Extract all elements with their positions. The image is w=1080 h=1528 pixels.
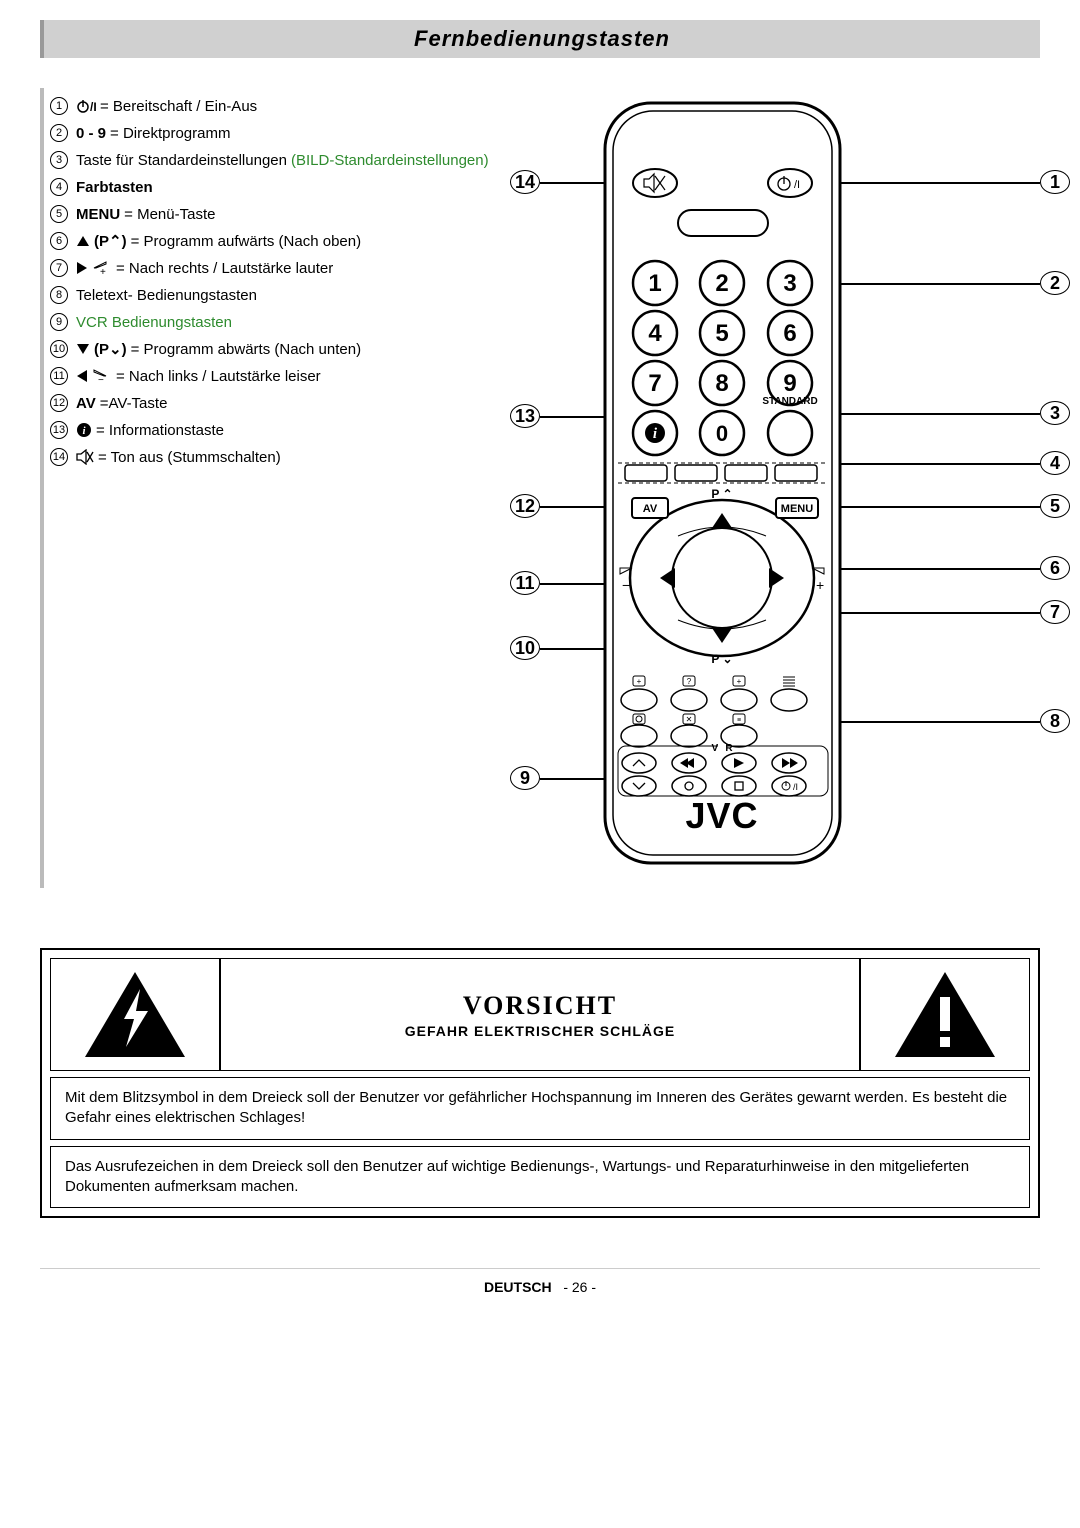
legend-item: 11 − = Nach links / Lautstärke leiser [50, 367, 510, 385]
vol-minus-icon: − [92, 368, 112, 384]
svg-text:MENU: MENU [781, 503, 813, 515]
caution-subtitle: GEFAHR ELEKTRISCHER SCHLÄGE [405, 1023, 675, 1039]
svg-text:2: 2 [715, 270, 728, 297]
legend-text: = Bereitschaft / Ein-Aus [100, 98, 257, 115]
right-triangle-icon [76, 261, 88, 275]
svg-text:/I: /I [794, 179, 800, 191]
legend-text: = Ton aus (Stummschalten) [98, 449, 281, 466]
svg-text:7: 7 [648, 370, 661, 397]
legend-item: 12 AV =AV-Taste [50, 394, 510, 412]
down-triangle-icon [76, 343, 90, 355]
legend-item: 2 0 - 9 = Direktprogramm [50, 124, 510, 142]
svg-text:5: 5 [715, 320, 728, 347]
legend-paren: (P⌃) [94, 232, 127, 250]
legend-prefix: MENU [76, 206, 120, 223]
legend-prefix: AV [76, 395, 96, 412]
legend-item: 3 Taste für Standardeinstellungen (BILD-… [50, 151, 510, 169]
legend-item: 10 (P⌄) = Programm abwärts (Nach unten) [50, 340, 510, 358]
caution-box: VORSICHT GEFAHR ELEKTRISCHER SCHLÄGE Mit… [40, 948, 1040, 1218]
legend-item: 8 Teletext- Bedienungstasten [50, 286, 510, 304]
svg-text:−: − [622, 577, 630, 593]
svg-text:/I: /I [90, 100, 96, 114]
legend-green: (BILD-Standardeinstellungen) [291, 152, 489, 169]
legend-text: = Informationstaste [96, 422, 224, 439]
caution-title: VORSICHT [463, 991, 617, 1021]
page-title: Fernbedienungstasten [44, 26, 1040, 52]
header-band: Fernbedienungstasten [40, 20, 1040, 58]
caution-para-2: Das Ausrufezeichen in dem Dreieck soll d… [50, 1146, 1030, 1209]
legend-text: =AV-Taste [100, 395, 168, 412]
svg-text:0: 0 [716, 421, 728, 446]
mute-icon [76, 449, 94, 465]
svg-text:6: 6 [783, 320, 796, 347]
left-triangle-icon [76, 369, 88, 383]
legend-text: = Nach links / Lautstärke leiser [116, 368, 321, 385]
brand-label: JVC [685, 795, 758, 836]
legend-item: 13 i = Informationstaste [50, 421, 510, 439]
svg-text:STANDARD: STANDARD [762, 396, 817, 407]
footer-page: - 26 - [563, 1279, 596, 1295]
info-icon: i [76, 422, 92, 438]
legend-text: = Nach rechts / Lautstärke lauter [116, 260, 333, 277]
svg-text:P ⌄: P ⌄ [711, 652, 732, 666]
footer-lang: DEUTSCH [484, 1279, 552, 1295]
legend-paren: (P⌄) [94, 340, 127, 358]
svg-text:−: − [98, 375, 104, 384]
up-triangle-icon [76, 235, 90, 247]
legend-list: 1 /I = Bereitschaft / Ein-Aus 2 0 - 9 = … [40, 88, 510, 888]
svg-text:AV: AV [643, 503, 658, 515]
legend-item: 6 (P⌃) = Programm aufwärts (Nach oben) [50, 232, 510, 250]
svg-text:/I: /I [793, 782, 798, 792]
svg-text:9: 9 [783, 370, 796, 397]
legend-item: 4 Farbtasten [50, 178, 510, 196]
vol-plus-icon: + [92, 260, 112, 276]
svg-text:1: 1 [648, 270, 661, 297]
number-pad: 1 2 3 4 5 6 7 8 9 [633, 261, 812, 405]
legend-item: 14 = Ton aus (Stummschalten) [50, 448, 510, 466]
exclamation-triangle-icon [860, 958, 1030, 1071]
svg-text:≡: ≡ [737, 717, 741, 724]
legend-item: 7 + = Nach rechts / Lautstärke lauter [50, 259, 510, 277]
legend-item: 1 /I = Bereitschaft / Ein-Aus [50, 97, 510, 115]
caution-para-1: Mit dem Blitzsymbol in dem Dreieck soll … [50, 1077, 1030, 1140]
svg-text:+: + [637, 677, 642, 686]
power-button: /I [768, 169, 812, 197]
svg-text:+: + [737, 677, 742, 686]
remote-diagram: 14 13 12 11 10 9 1 2 3 4 5 6 7 8 [510, 88, 1070, 888]
page-footer: DEUTSCH - 26 - [40, 1268, 1040, 1295]
power-icon: /I [76, 98, 96, 114]
svg-text:3: 3 [783, 270, 796, 297]
legend-item: 5 MENU = Menü-Taste [50, 205, 510, 223]
legend-text: = Programm abwärts (Nach unten) [131, 341, 362, 358]
svg-text:4: 4 [648, 320, 662, 347]
legend-text: = Menü-Taste [124, 206, 215, 223]
legend-text: Taste für Standardeinstellungen [76, 152, 287, 169]
svg-text:?: ? [687, 677, 692, 686]
legend-prefix: Farbtasten [76, 179, 153, 196]
legend-text: = Programm aufwärts (Nach oben) [131, 233, 362, 250]
legend-prefix: 0 - 9 [76, 125, 106, 142]
mute-button [633, 169, 677, 197]
svg-text:✕: ✕ [686, 715, 693, 724]
legend-item: 9 VCR Bedienungstasten [50, 313, 510, 331]
legend-text: Teletext- Bedienungstasten [76, 287, 257, 304]
legend-green: VCR Bedienungstasten [76, 314, 232, 331]
blank-button [678, 210, 768, 236]
lightning-triangle-icon [50, 958, 220, 1071]
svg-text:+: + [100, 267, 106, 276]
nav-pad [630, 500, 814, 656]
legend-text: = Direktprogramm [110, 125, 230, 142]
standard-button [768, 411, 812, 455]
svg-text:+: + [816, 577, 824, 593]
callout-number-icon: 1 [50, 97, 68, 115]
svg-text:8: 8 [715, 370, 728, 397]
